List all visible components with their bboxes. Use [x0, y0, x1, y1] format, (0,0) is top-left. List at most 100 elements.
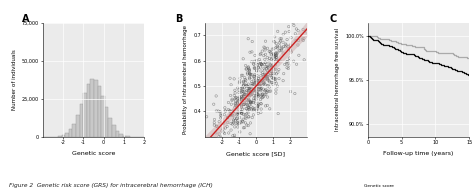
Point — [270, 77, 277, 80]
Point — [245, 67, 253, 70]
Point — [239, 90, 246, 93]
Point — [255, 82, 263, 85]
Point — [229, 120, 237, 123]
Point — [292, 32, 299, 35]
Point — [241, 93, 249, 96]
Point — [238, 97, 246, 100]
Point — [266, 57, 273, 60]
Point — [257, 87, 265, 90]
Point — [264, 65, 272, 68]
Bar — [73, 124, 76, 137]
Point — [288, 50, 295, 53]
Point — [272, 54, 280, 57]
Point — [276, 41, 283, 44]
Point — [278, 48, 285, 51]
Point — [246, 72, 254, 75]
Point — [257, 63, 265, 66]
Point — [260, 46, 268, 49]
Point — [259, 96, 266, 99]
Point — [265, 90, 273, 93]
Point — [261, 78, 269, 82]
Point — [273, 85, 281, 88]
Point — [264, 77, 272, 80]
Point — [268, 64, 276, 67]
Point — [264, 89, 272, 93]
Point — [272, 54, 280, 57]
Point — [244, 85, 252, 88]
Point — [239, 108, 246, 111]
Point — [274, 47, 282, 50]
Bar — [123, 135, 127, 137]
Point — [295, 54, 303, 57]
Point — [250, 63, 257, 66]
Point — [269, 77, 277, 80]
Point — [227, 94, 234, 97]
Point — [231, 89, 239, 92]
Point — [246, 73, 254, 76]
Point — [252, 97, 259, 100]
Point — [265, 86, 273, 89]
Point — [246, 76, 253, 79]
Point — [287, 36, 295, 39]
Point — [237, 106, 245, 109]
Point — [254, 83, 261, 86]
Point — [241, 126, 248, 129]
Point — [237, 103, 245, 106]
Point — [203, 115, 210, 118]
Point — [260, 95, 267, 98]
Point — [248, 108, 255, 112]
Point — [221, 139, 229, 142]
Point — [238, 98, 246, 101]
Point — [291, 92, 299, 95]
Point — [264, 104, 271, 107]
Point — [212, 109, 220, 112]
Point — [267, 51, 274, 54]
Point — [272, 63, 279, 66]
Point — [262, 40, 269, 43]
Point — [238, 112, 246, 115]
Point — [255, 84, 262, 87]
Point — [254, 79, 262, 82]
Point — [253, 74, 261, 77]
Bar — [65, 133, 69, 137]
Point — [269, 57, 276, 60]
Point — [247, 90, 255, 93]
Point — [281, 63, 289, 66]
Point — [222, 110, 229, 113]
Point — [241, 76, 248, 79]
Point — [247, 76, 255, 79]
Point — [214, 109, 222, 112]
Point — [214, 144, 221, 147]
Point — [246, 86, 254, 89]
Point — [248, 50, 255, 53]
Point — [254, 63, 261, 66]
Point — [292, 39, 300, 42]
Point — [248, 92, 256, 95]
Point — [242, 121, 249, 124]
Point — [213, 125, 221, 128]
Point — [276, 37, 284, 40]
Point — [246, 51, 254, 54]
Point — [263, 91, 271, 94]
Point — [232, 96, 239, 99]
Point — [233, 114, 240, 117]
Point — [242, 64, 249, 67]
Point — [239, 74, 246, 77]
Point — [240, 126, 247, 129]
Point — [246, 101, 254, 104]
Point — [254, 86, 261, 89]
Point — [212, 94, 220, 97]
Point — [263, 77, 271, 80]
Point — [262, 74, 269, 77]
Point — [230, 94, 238, 97]
Point — [255, 103, 263, 106]
Point — [231, 106, 238, 109]
Point — [247, 102, 255, 105]
Point — [255, 58, 263, 61]
Bar — [80, 104, 83, 137]
Point — [285, 64, 293, 67]
Point — [265, 61, 273, 64]
X-axis label: Follow-up time (years): Follow-up time (years) — [383, 151, 454, 156]
Point — [235, 103, 243, 106]
Point — [222, 146, 230, 150]
